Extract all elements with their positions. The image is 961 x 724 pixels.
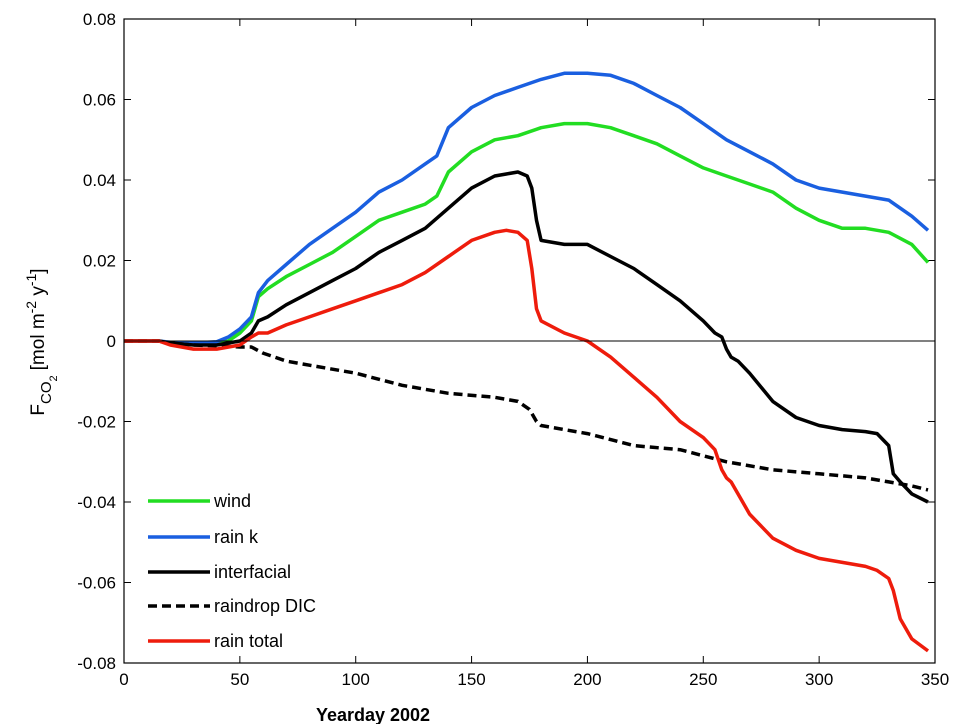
y-tick-label: 0.04 <box>83 171 116 190</box>
x-tick-label: 150 <box>457 670 485 689</box>
ylabel-exp2: -1 <box>23 273 39 286</box>
y-tick-label: -0.06 <box>77 574 116 593</box>
ylabel-exp1: -2 <box>23 301 39 314</box>
legend-label-interfacial: interfacial <box>214 562 291 582</box>
ylabel-subsub: 2 <box>48 375 60 381</box>
series-lines <box>124 71 930 653</box>
series-line-rain-k <box>124 71 930 345</box>
x-tick-label: 350 <box>921 670 949 689</box>
ylabel-units-mid: y <box>28 286 49 301</box>
legend-label-raindrop-dic: raindrop DIC <box>214 596 316 616</box>
x-tick-label: 200 <box>573 670 601 689</box>
x-tick-label: 100 <box>342 670 370 689</box>
series-line-interfacial <box>124 170 929 504</box>
legend-label-wind: wind <box>213 491 251 511</box>
ylabel-base: F <box>28 404 49 416</box>
x-axis-title: Yearday 2002 <box>316 705 430 724</box>
y-tick-label: -0.08 <box>77 654 116 673</box>
ylabel-units-post: ] <box>28 268 49 273</box>
y-tick-label: 0 <box>107 332 116 351</box>
axis-ticks: 0 50 100 150 200 250 300 350 -0.08 -0.06 -0.04 -0.0… <box>77 10 949 689</box>
series-line-raindrop-dic <box>124 339 929 492</box>
ylabel-units-pre: [mol m <box>28 313 49 370</box>
x-tick-label: 250 <box>689 670 717 689</box>
svg-text:FCO2[mol m-2 y-1]: FCO2 [mol m-2 y-1] <box>23 268 60 415</box>
y-axis-title: FCO2 [mol m-2 y-1] <box>23 268 60 415</box>
legend: wind rain k interfacial raindrop DIC rai… <box>148 491 316 651</box>
axes-frame <box>123 18 936 664</box>
x-tick-label: 50 <box>230 670 249 689</box>
y-tick-label: -0.04 <box>77 493 116 512</box>
x-tick-label: 300 <box>805 670 833 689</box>
series-line-wind <box>124 121 930 346</box>
y-tick-label: 0.06 <box>83 91 116 110</box>
y-tick-label: -0.02 <box>77 413 116 432</box>
legend-label-rain-total: rain total <box>214 631 283 651</box>
ylabel-sub: CO <box>38 381 55 404</box>
y-tick-label: 0.02 <box>83 252 116 271</box>
x-tick-label: 0 <box>119 670 128 689</box>
legend-label-rain-k: rain k <box>214 527 259 547</box>
y-tick-label: 0.08 <box>83 10 116 29</box>
series-line-rain-total <box>124 228 930 653</box>
